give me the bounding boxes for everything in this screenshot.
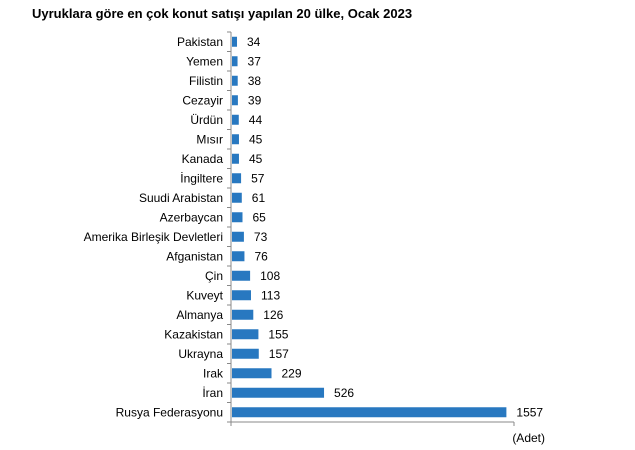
category-label: Kanada	[182, 152, 224, 166]
bar	[232, 407, 507, 418]
data-label: 38	[248, 74, 262, 88]
category-label: Mısır	[196, 132, 223, 146]
category-label: Almanya	[176, 308, 223, 322]
bar	[232, 212, 243, 223]
data-label: 126	[263, 308, 283, 322]
category-label: Filistin	[189, 74, 223, 88]
category-label: Suudi Arabistan	[139, 191, 223, 205]
data-label: 61	[252, 191, 266, 205]
data-label: 113	[261, 288, 280, 302]
x-axis-label: (Adet)	[512, 431, 545, 445]
bar	[232, 290, 251, 301]
bar	[232, 348, 259, 359]
category-label: İran	[202, 386, 223, 400]
data-label: 73	[254, 230, 268, 244]
bar	[232, 387, 325, 398]
data-label: 44	[249, 113, 263, 127]
data-label: 57	[251, 171, 265, 185]
bar	[232, 329, 259, 340]
bar	[232, 368, 272, 379]
data-label: 34	[247, 35, 261, 49]
data-label: 229	[282, 366, 302, 380]
bar	[232, 134, 239, 145]
category-label: Çin	[205, 269, 223, 283]
category-label: Afganistan	[166, 249, 223, 263]
bar	[232, 95, 238, 106]
category-label: Rusya Federasyonu	[116, 405, 223, 419]
category-label: İngiltere	[180, 171, 223, 185]
category-label: Ukrayna	[178, 347, 223, 361]
data-label: 526	[334, 386, 354, 400]
category-label: Kazakistan	[164, 327, 223, 341]
data-label: 1557	[516, 405, 543, 419]
bar	[232, 192, 242, 203]
category-label: Cezayir	[182, 93, 223, 107]
data-label: 108	[260, 269, 280, 283]
category-label: Amerika Birleşik Devletleri	[84, 230, 223, 244]
category-label: Azerbaycan	[160, 210, 223, 224]
bar	[232, 270, 251, 281]
chart-title: Uyruklara göre en çok konut satışı yapıl…	[32, 6, 413, 21]
data-label: 37	[248, 54, 262, 68]
bar	[232, 56, 238, 67]
category-label: Pakistan	[177, 35, 223, 49]
data-label: 65	[252, 210, 266, 224]
category-label: Yemen	[186, 54, 223, 68]
bar	[232, 75, 238, 86]
data-label: 157	[269, 347, 289, 361]
bar	[232, 114, 239, 125]
data-label: 45	[249, 152, 263, 166]
data-label: 155	[268, 327, 288, 341]
category-label: Irak	[203, 366, 224, 380]
data-label: 39	[248, 93, 262, 107]
category-label: Ürdün	[190, 113, 223, 127]
bar	[232, 309, 254, 320]
bar	[232, 231, 244, 242]
bar	[232, 36, 238, 47]
category-label: Kuveyt	[186, 288, 223, 302]
bar	[232, 173, 242, 184]
bar	[232, 251, 245, 262]
data-label: 45	[249, 132, 263, 146]
data-label: 76	[254, 249, 268, 263]
bar	[232, 153, 239, 164]
